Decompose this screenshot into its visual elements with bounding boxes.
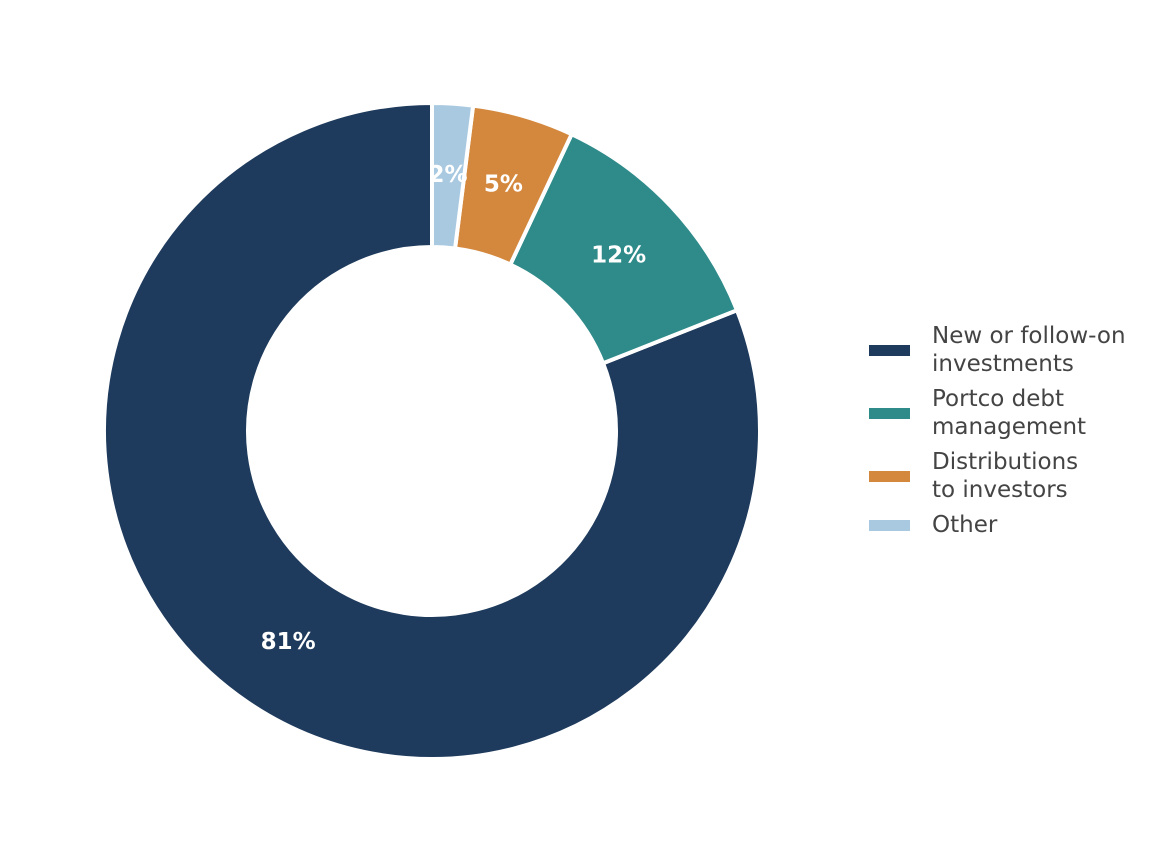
legend-swatch (869, 519, 910, 531)
legend-item: Portco debt management (869, 385, 1126, 441)
legend: New or follow-on investments Portco debt … (869, 322, 1126, 546)
legend-label: Portco debt management (932, 386, 1087, 440)
data-label: 2% (429, 162, 468, 188)
data-label: 12% (591, 242, 646, 268)
legend-swatch (869, 407, 910, 419)
data-label: 81% (261, 629, 316, 655)
legend-label: Other (932, 512, 998, 538)
legend-swatch (869, 344, 910, 356)
legend-item: New or follow-on investments (869, 322, 1126, 378)
donut-slice (430, 100, 476, 251)
legend-item: Distributions to investors (869, 448, 1126, 504)
legend-item: Other (869, 511, 1126, 539)
legend-label: New or follow-on investments (932, 323, 1126, 377)
donut-slice (102, 100, 762, 761)
legend-label: Distributions to investors (932, 449, 1079, 503)
data-label: 5% (484, 172, 523, 198)
legend-swatch (869, 470, 910, 482)
